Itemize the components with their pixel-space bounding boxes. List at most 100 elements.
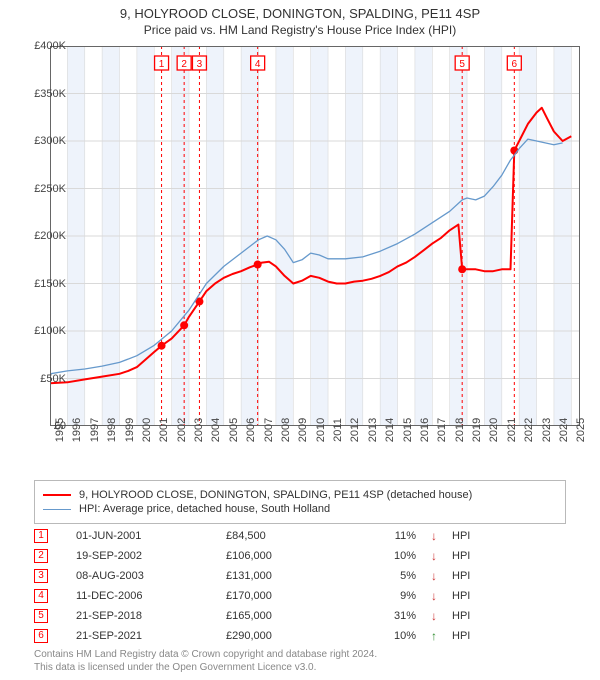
x-tick-label: 2016 [419, 418, 431, 442]
x-tick-label: 2021 [506, 418, 518, 442]
y-tick-label: £200K [6, 230, 66, 242]
transaction-date: 21-SEP-2018 [58, 610, 216, 622]
svg-text:5: 5 [459, 59, 465, 70]
y-tick-label: £50K [6, 373, 66, 385]
x-tick-label: 2019 [471, 418, 483, 442]
y-tick-label: £250K [6, 183, 66, 195]
x-tick-label: 1996 [71, 418, 83, 442]
transaction-vs: HPI [452, 530, 470, 542]
x-tick-label: 2003 [193, 418, 205, 442]
y-tick-label: £100K [6, 325, 66, 337]
transaction-row: 5 21-SEP-2018 £165,000 31% ↓ HPI [34, 606, 566, 626]
x-tick-label: 1995 [54, 418, 66, 442]
y-tick-label: £300K [6, 135, 66, 147]
x-tick-label: 2008 [280, 418, 292, 442]
transaction-date: 21-SEP-2021 [58, 630, 216, 642]
transaction-pct: 5% [356, 570, 416, 582]
arrow-down-icon: ↓ [426, 609, 442, 623]
transaction-pct: 10% [356, 630, 416, 642]
footer-line-2: This data is licensed under the Open Gov… [34, 662, 566, 675]
x-tick-label: 2012 [349, 418, 361, 442]
transaction-pct: 31% [356, 610, 416, 622]
legend-swatch [43, 494, 71, 496]
transaction-price: £165,000 [226, 610, 346, 622]
footer-line-1: Contains HM Land Registry data © Crown c… [34, 649, 566, 662]
legend-entry: 9, HOLYROOD CLOSE, DONINGTON, SPALDING, … [43, 489, 557, 501]
transaction-price: £131,000 [226, 570, 346, 582]
transaction-date: 19-SEP-2002 [58, 550, 216, 562]
arrow-up-icon: ↑ [426, 629, 442, 643]
x-tick-label: 1999 [124, 418, 136, 442]
title-line-1: 9, HOLYROOD CLOSE, DONINGTON, SPALDING, … [0, 6, 600, 21]
svg-text:3: 3 [197, 59, 203, 70]
transaction-badge: 5 [34, 609, 48, 623]
svg-text:2: 2 [181, 59, 187, 70]
y-tick-label: £150K [6, 278, 66, 290]
x-tick-label: 2023 [541, 418, 553, 442]
transaction-vs: HPI [452, 550, 470, 562]
x-tick-label: 2007 [263, 418, 275, 442]
transaction-pct: 10% [356, 550, 416, 562]
x-tick-label: 1998 [106, 418, 118, 442]
transaction-price: £170,000 [226, 590, 346, 602]
x-tick-label: 2015 [402, 418, 414, 442]
title-line-2: Price paid vs. HM Land Registry's House … [0, 23, 600, 37]
x-tick-label: 2002 [176, 418, 188, 442]
legend-box: 9, HOLYROOD CLOSE, DONINGTON, SPALDING, … [34, 480, 566, 524]
transaction-row: 1 01-JUN-2001 £84,500 11% ↓ HPI [34, 526, 566, 546]
x-tick-label: 2004 [210, 418, 222, 442]
x-tick-label: 2024 [558, 418, 570, 442]
transactions-table: 1 01-JUN-2001 £84,500 11% ↓ HPI 2 19-SEP-2002 £1… [34, 526, 566, 646]
legend-label: 9, HOLYROOD CLOSE, DONINGTON, SPALDING, … [79, 489, 472, 501]
transaction-pct: 11% [356, 530, 416, 542]
x-tick-label: 2013 [367, 418, 379, 442]
transaction-price: £84,500 [226, 530, 346, 542]
x-tick-label: 2009 [297, 418, 309, 442]
transaction-row: 411-DEC-2006£170,0009%↓HPI [34, 586, 566, 606]
transaction-pct: 9% [356, 590, 416, 602]
transaction-row: 2 19-SEP-2002 £106,000 10% ↓ HPI [34, 546, 566, 566]
svg-text:4: 4 [255, 59, 261, 70]
chart-svg: 123456 [50, 46, 580, 426]
footer-attribution: Contains HM Land Registry data © Crown c… [34, 649, 566, 674]
x-tick-label: 2010 [315, 418, 327, 442]
x-tick-label: 2022 [523, 418, 535, 442]
x-tick-label: 2017 [436, 418, 448, 442]
x-tick-label: 2000 [141, 418, 153, 442]
y-tick-label: £350K [6, 88, 66, 100]
x-tick-label: 2011 [332, 418, 344, 442]
x-tick-label: 1997 [89, 418, 101, 442]
x-tick-label: 2006 [245, 418, 257, 442]
transaction-price: £290,000 [226, 630, 346, 642]
x-tick-label: 2005 [228, 418, 240, 442]
arrow-down-icon: ↓ [426, 529, 442, 543]
x-tick-label: 2014 [384, 418, 396, 442]
svg-text:6: 6 [512, 59, 518, 70]
transaction-badge: 2 [34, 549, 48, 563]
x-tick-label: 2001 [158, 418, 170, 442]
x-tick-label: 2025 [575, 418, 587, 442]
transaction-badge: 1 [34, 529, 48, 543]
transaction-vs: HPI [452, 570, 470, 582]
transaction-vs: HPI [452, 590, 470, 602]
arrow-down-icon: ↓ [426, 549, 442, 563]
transaction-date: 11-DEC-2006 [58, 590, 216, 602]
transaction-vs: HPI [452, 630, 470, 642]
transaction-vs: HPI [452, 610, 470, 622]
legend-label: HPI: Average price, detached house, Sout… [79, 503, 330, 515]
transaction-date: 01-JUN-2001 [58, 530, 216, 542]
transaction-row: 6 21-SEP-2021 £290,000 10% ↑ HPI [34, 626, 566, 646]
x-tick-label: 2018 [454, 418, 466, 442]
transaction-badge: 6 [34, 629, 48, 643]
transaction-price: £106,000 [226, 550, 346, 562]
transaction-badge: 4 [34, 589, 48, 603]
legend-swatch [43, 509, 71, 510]
arrow-down-icon: ↓ [426, 569, 442, 583]
chart-plot-area: 123456 [50, 46, 580, 426]
legend-entry: HPI: Average price, detached house, Sout… [43, 503, 557, 515]
transaction-badge: 3 [34, 569, 48, 583]
transaction-row: 308-AUG-2003£131,0005%↓HPI [34, 566, 566, 586]
titles: 9, HOLYROOD CLOSE, DONINGTON, SPALDING, … [0, 0, 600, 37]
x-tick-label: 2020 [488, 418, 500, 442]
svg-text:1: 1 [159, 59, 165, 70]
